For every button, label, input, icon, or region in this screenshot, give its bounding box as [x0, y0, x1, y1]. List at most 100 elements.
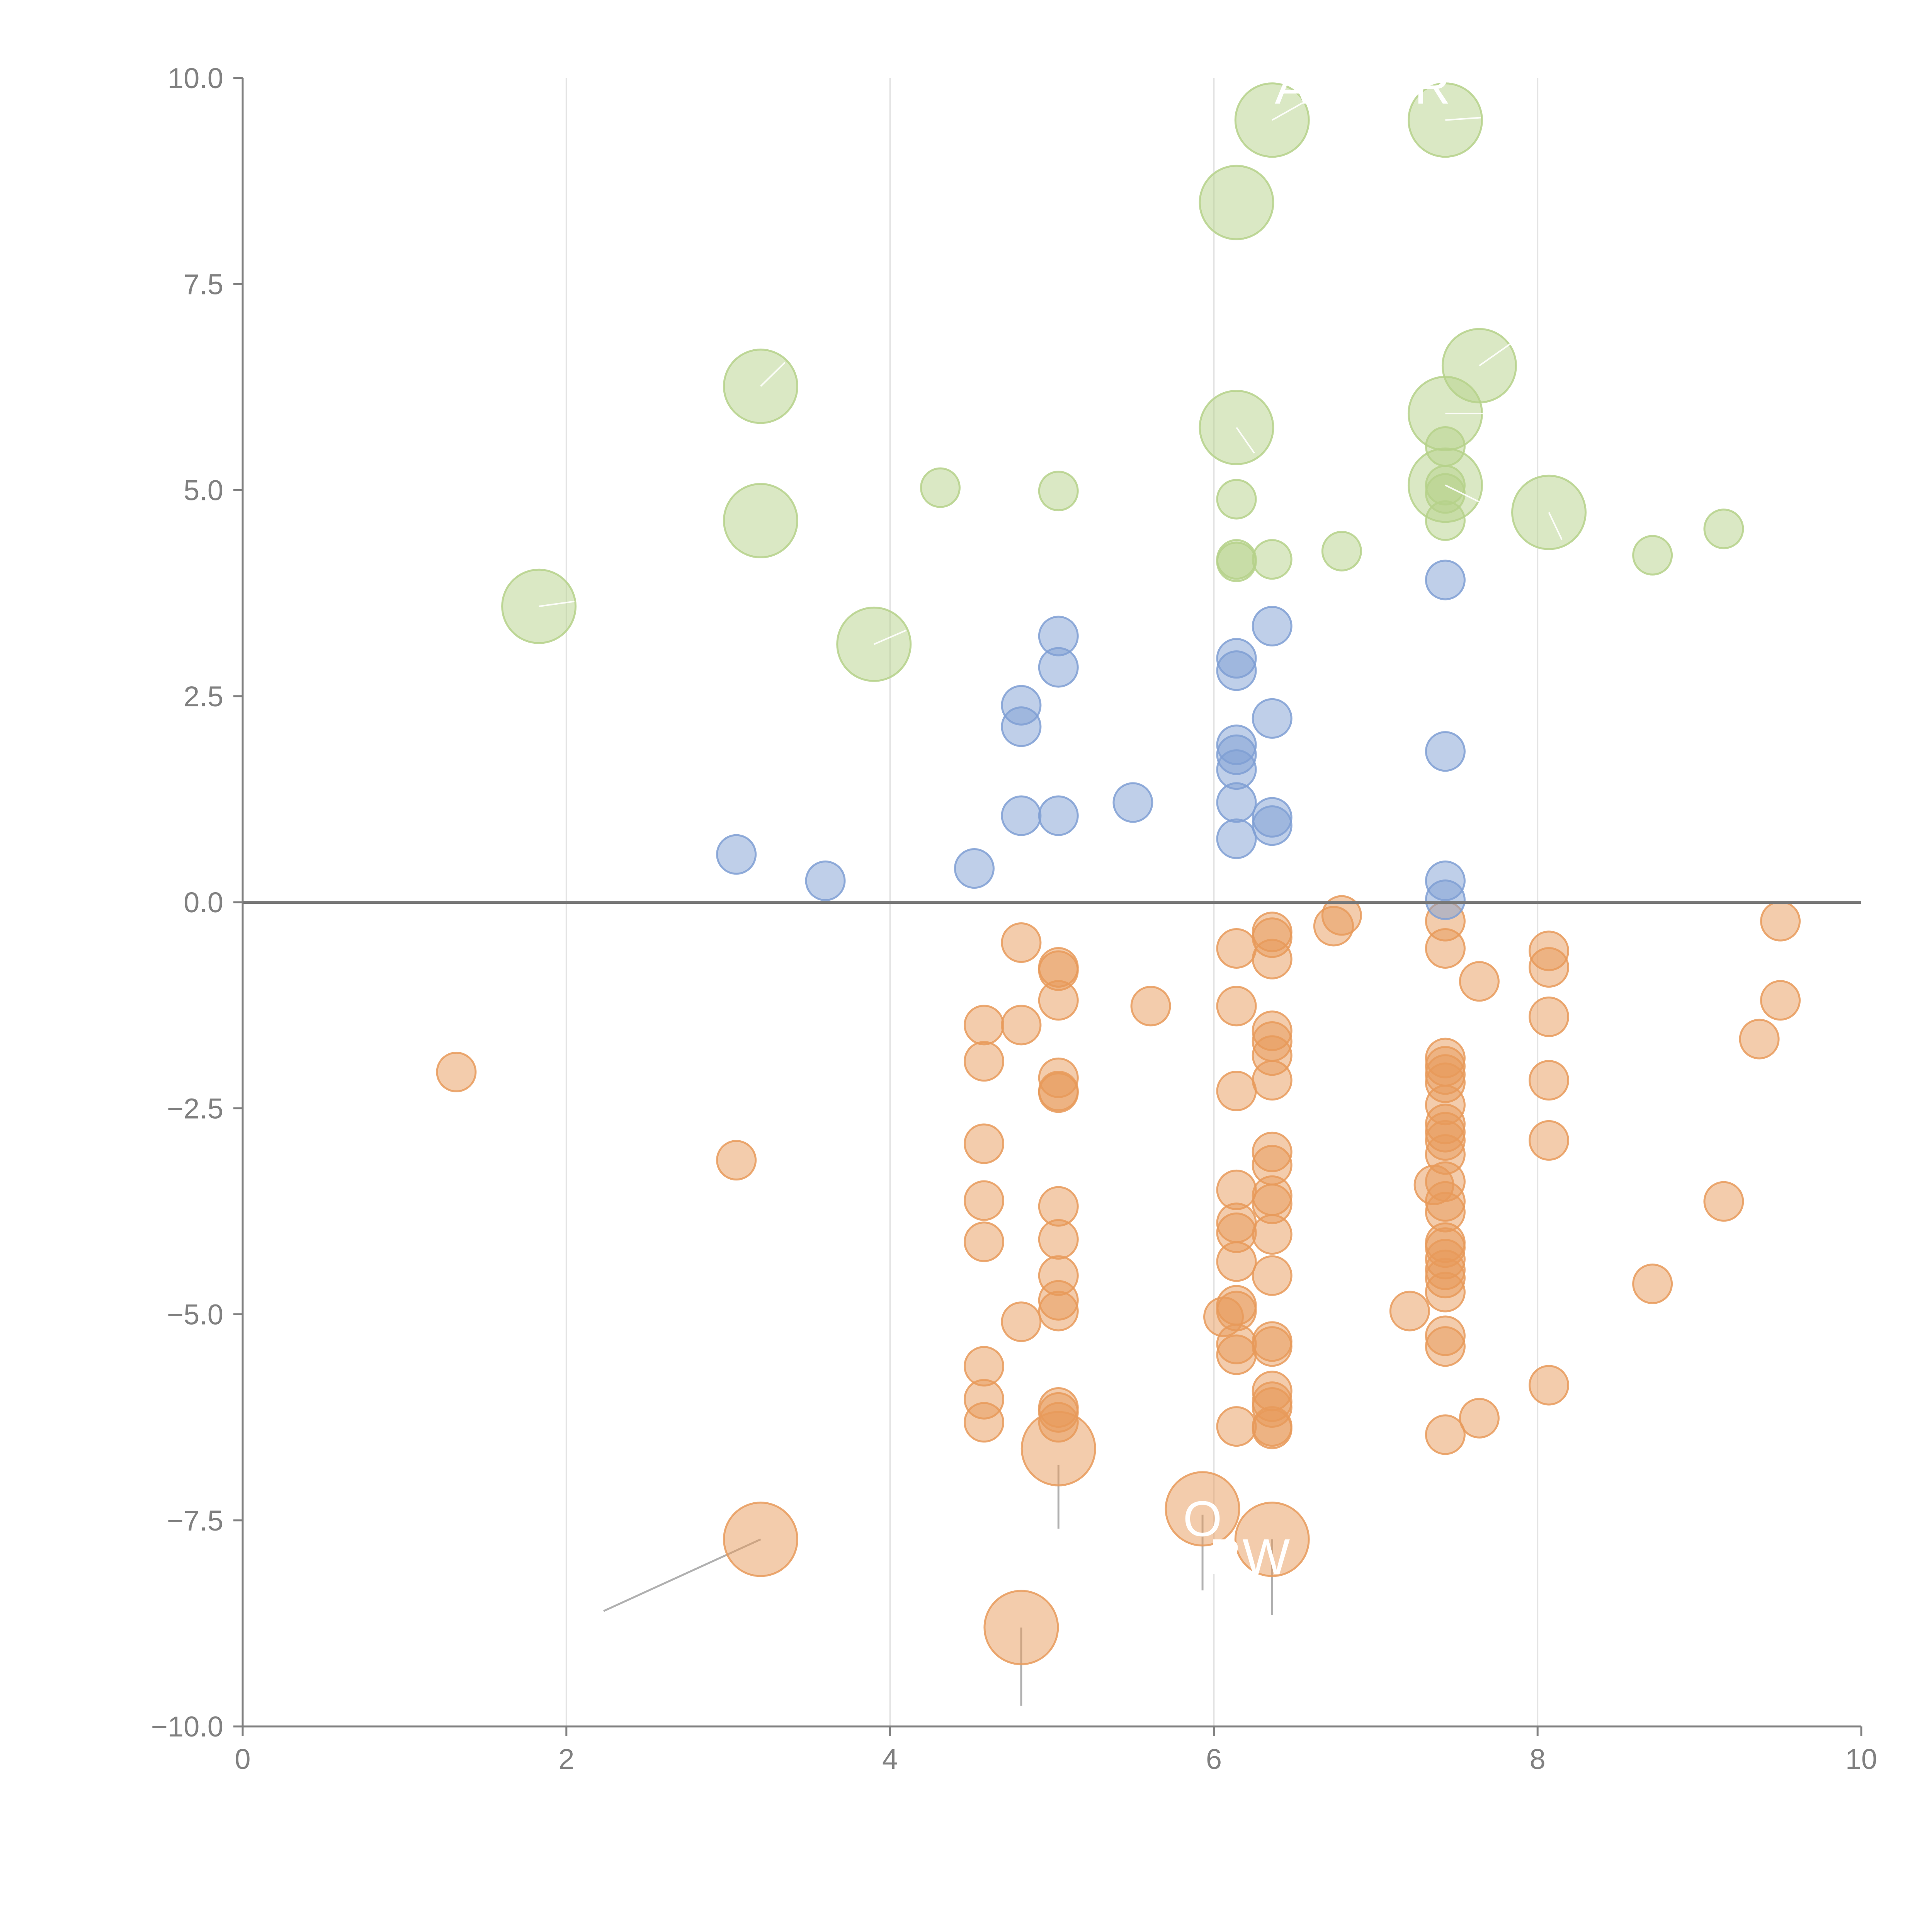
blue-point: [1252, 605, 1293, 646]
blue-point: [805, 861, 846, 901]
green-point: [1321, 531, 1362, 571]
orange-point: [1529, 1060, 1570, 1101]
orange-point: [1001, 922, 1042, 963]
x-tick-label: 8: [1530, 1743, 1546, 1775]
blue-point: [716, 834, 757, 875]
x-tick-label: 2: [558, 1743, 574, 1775]
orange-point: [1038, 980, 1079, 1021]
orange-point: [1216, 986, 1257, 1027]
orange-point: [1252, 1326, 1293, 1367]
annotations: A R OBW: [539, 58, 1563, 1585]
annotation-pointer: [1272, 102, 1303, 121]
orange-point: [1001, 1005, 1042, 1046]
y-tick-label: 5.0: [184, 474, 223, 507]
annotation-pointer: [873, 629, 907, 645]
blue-point: [1252, 698, 1293, 739]
annotation-label: A: [1275, 58, 1308, 114]
blue-point: [1038, 795, 1079, 836]
blue-point: [1252, 797, 1293, 838]
green-point: [1038, 471, 1079, 512]
orange-point: [1389, 1291, 1430, 1332]
orange-point: [964, 1123, 1005, 1164]
blue-point: [954, 848, 995, 889]
orange-point: [1216, 1070, 1257, 1111]
x-tick-label: 0: [235, 1743, 250, 1775]
y-tick-label: 2.5: [184, 680, 223, 713]
green-point: [1216, 479, 1257, 520]
y-tick-label: −2.5: [167, 1092, 223, 1124]
orange-point: [1038, 1291, 1079, 1332]
orange-point: [1459, 961, 1500, 1002]
orange-point: [964, 1005, 1005, 1046]
orange-point: [1425, 1272, 1466, 1313]
annotation-pointer: [539, 600, 575, 607]
green-large-point: [723, 483, 798, 558]
orange-point: [1203, 1296, 1244, 1337]
orange-large-point: [723, 1502, 798, 1577]
orange-point: [964, 1180, 1005, 1221]
x-tick-label: 10: [1845, 1743, 1877, 1775]
annotation-pointer: [1445, 117, 1481, 121]
blue-point: [1425, 731, 1466, 772]
blue-point: [1425, 560, 1466, 600]
orange-large-point: [1165, 1471, 1240, 1547]
green-point: [1252, 539, 1293, 580]
data-points: [436, 82, 1801, 1665]
orange-point: [1529, 1120, 1570, 1161]
green-point: [1632, 535, 1673, 576]
orange-point: [1425, 1326, 1466, 1367]
orange-point: [1760, 980, 1801, 1021]
orange-point: [1529, 1365, 1570, 1406]
blue-point: [1216, 818, 1257, 859]
orange-large-point: [1234, 1502, 1310, 1577]
axes: 0 2 4 6 8 10 −10.0 −7.5 −5.0 −2.5 0.0 2.5 5.0 7.5 10.0: [151, 62, 1877, 1775]
annotation-pointer: [760, 362, 786, 387]
orange-point: [1216, 1241, 1257, 1282]
orange-point: [716, 1140, 757, 1181]
orange-point: [436, 1051, 477, 1092]
orange-point: [1425, 1414, 1466, 1455]
x-tick-label: 6: [1206, 1743, 1222, 1775]
orange-point: [1038, 1072, 1079, 1113]
orange-large-point: [983, 1590, 1059, 1665]
orange-point: [1001, 1301, 1042, 1342]
orange-point: [1321, 895, 1362, 936]
blue-point: [1112, 782, 1153, 823]
orange-large-point: [1020, 1411, 1096, 1486]
annotation-pointer: [1445, 484, 1490, 507]
y-tick-label: 10.0: [168, 62, 223, 94]
green-large-point: [1199, 165, 1274, 240]
orange-point: [1252, 1255, 1293, 1296]
orange-point: [1252, 1060, 1293, 1101]
orange-point: [1130, 986, 1171, 1027]
y-tick-label: −10.0: [151, 1711, 223, 1743]
orange-point: [1216, 1406, 1257, 1447]
annotation-label: BW: [1209, 1528, 1290, 1585]
orange-point: [1425, 928, 1466, 969]
blue-point: [1425, 861, 1466, 901]
blue-point: [1001, 685, 1042, 726]
annotation-pointer: [1548, 512, 1563, 540]
orange-point: [1216, 1334, 1257, 1375]
orange-point: [964, 1402, 1005, 1443]
orange-point: [1252, 1214, 1293, 1255]
orange-point: [964, 1041, 1005, 1082]
orange-point: [1038, 1219, 1079, 1260]
annotation-pointer: [1236, 427, 1255, 454]
y-tick-label: 0.0: [184, 886, 223, 918]
blue-point: [1001, 795, 1042, 836]
orange-point: [1529, 996, 1570, 1037]
y-tick-label: 7.5: [184, 268, 223, 300]
blue-point: [1216, 724, 1257, 765]
blue-point: [1216, 638, 1257, 679]
y-tick-label: −5.0: [167, 1299, 223, 1331]
orange-point: [1632, 1264, 1673, 1304]
orange-point: [1760, 901, 1801, 942]
y-tick-label: −7.5: [167, 1505, 223, 1537]
blue-point: [1038, 616, 1079, 656]
orange-point: [1252, 1408, 1293, 1449]
orange-point: [1216, 928, 1257, 969]
annotation-label: R: [1414, 58, 1451, 114]
green-point: [920, 467, 961, 508]
